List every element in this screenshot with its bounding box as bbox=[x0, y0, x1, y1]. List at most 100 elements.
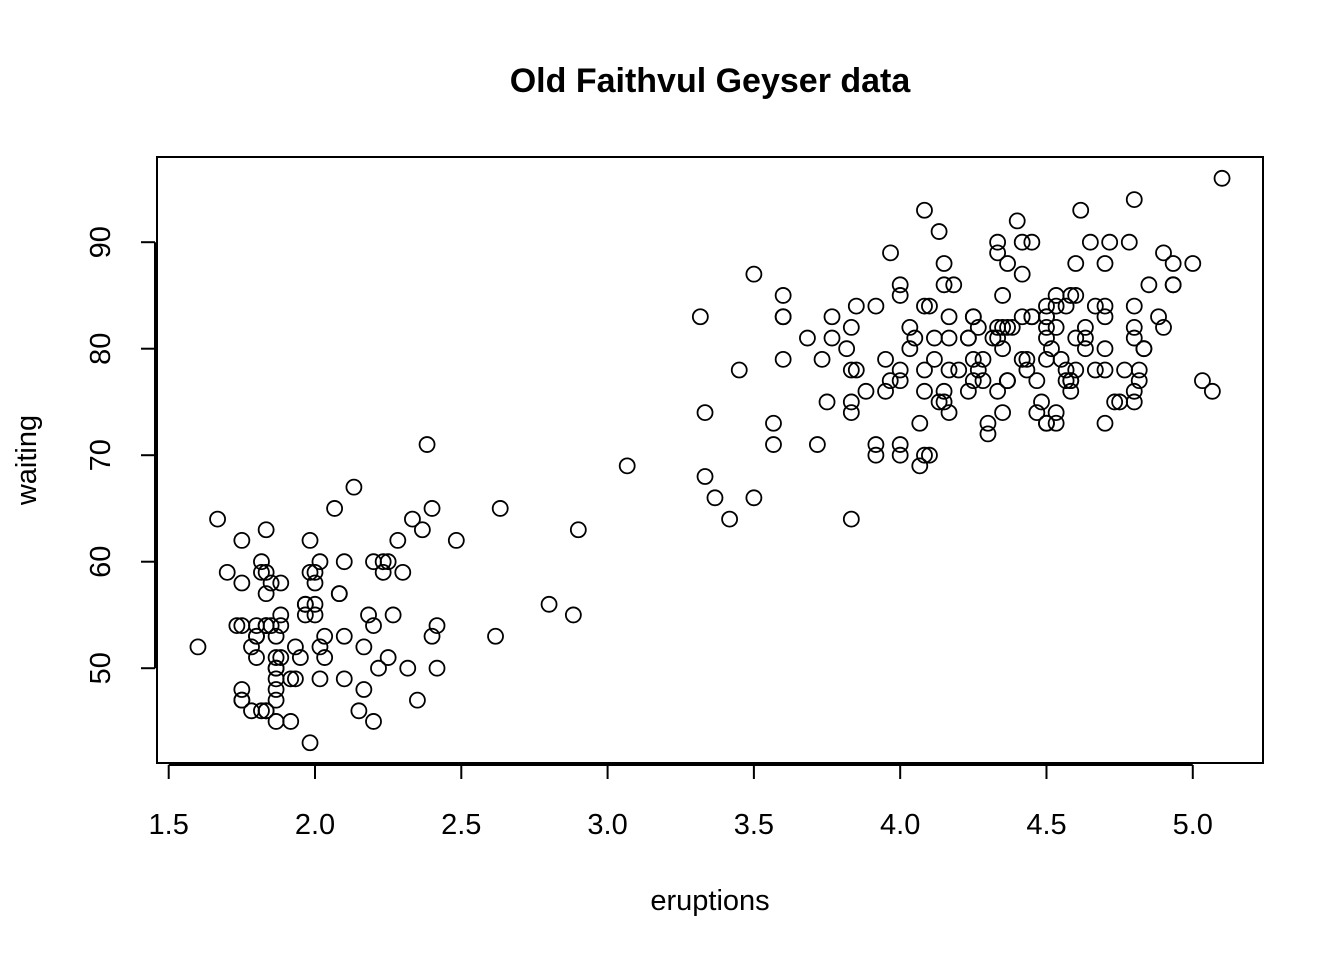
x-axis: 1.5 2.0 2.5 3.0 3.5 4.0 4.5 5.0 bbox=[149, 764, 1213, 841]
y-axis-label: waiting bbox=[11, 415, 43, 506]
data-point bbox=[228, 617, 246, 635]
data-point bbox=[940, 308, 958, 326]
data-point bbox=[842, 318, 860, 336]
data-point bbox=[257, 521, 275, 539]
data-point bbox=[1038, 414, 1055, 432]
data-point bbox=[989, 329, 1007, 347]
data-point bbox=[291, 649, 309, 666]
data-point bbox=[233, 617, 251, 635]
data-point bbox=[248, 627, 265, 645]
data-point bbox=[979, 425, 997, 443]
data-point bbox=[1047, 297, 1065, 315]
data-point bbox=[253, 563, 270, 581]
y-tick-label: 60 bbox=[85, 546, 117, 578]
data-point bbox=[209, 510, 226, 528]
data-point bbox=[867, 446, 885, 464]
data-point bbox=[306, 574, 324, 592]
data-point bbox=[428, 659, 446, 677]
data-point bbox=[691, 308, 709, 326]
data-point bbox=[1130, 372, 1148, 390]
data-point bbox=[926, 329, 943, 347]
data-point bbox=[696, 404, 714, 422]
data-point bbox=[1125, 191, 1143, 209]
data-point bbox=[882, 244, 899, 262]
data-point bbox=[959, 382, 977, 400]
data-point bbox=[877, 382, 894, 400]
data-point bbox=[823, 308, 841, 326]
data-point bbox=[891, 372, 909, 390]
data-point bbox=[1013, 350, 1031, 368]
data-point bbox=[969, 361, 987, 379]
data-point bbox=[1213, 169, 1231, 187]
data-point bbox=[272, 606, 290, 624]
data-point bbox=[1057, 361, 1075, 379]
data-point bbox=[1155, 318, 1172, 336]
data-point bbox=[847, 297, 865, 315]
data-point bbox=[491, 500, 509, 517]
data-point bbox=[243, 638, 260, 656]
data-point bbox=[1023, 308, 1041, 326]
y-tick-label: 50 bbox=[85, 652, 117, 684]
data-point bbox=[1116, 361, 1133, 379]
data-point bbox=[969, 318, 987, 336]
x-axis-label: eruptions bbox=[650, 885, 769, 917]
data-point bbox=[311, 670, 329, 688]
chart-title: Old Faithvul Geyser data bbox=[510, 62, 912, 100]
data-point bbox=[413, 521, 431, 539]
data-point bbox=[374, 563, 392, 581]
data-point bbox=[799, 329, 816, 347]
data-point bbox=[1140, 276, 1158, 294]
data-point bbox=[1047, 318, 1065, 336]
data-point bbox=[330, 585, 348, 603]
data-point bbox=[296, 595, 314, 613]
y-axis: 50 60 70 80 90 bbox=[85, 226, 156, 684]
data-point bbox=[1150, 308, 1167, 326]
data-point bbox=[1125, 318, 1143, 336]
data-point bbox=[1062, 287, 1080, 304]
data-point bbox=[765, 436, 782, 453]
data-point bbox=[1101, 233, 1119, 251]
data-point bbox=[974, 350, 992, 368]
data-point bbox=[253, 702, 270, 720]
data-point bbox=[808, 436, 826, 453]
data-point bbox=[945, 276, 963, 294]
data-point bbox=[1057, 372, 1075, 390]
data-point bbox=[1077, 329, 1094, 347]
data-point bbox=[409, 691, 426, 709]
data-point bbox=[745, 489, 763, 507]
x-tick-label: 3.0 bbox=[587, 809, 627, 841]
data-point bbox=[1038, 297, 1055, 315]
data-point bbox=[813, 350, 831, 368]
data-point bbox=[1047, 414, 1065, 432]
data-point bbox=[935, 276, 953, 294]
data-point bbox=[487, 627, 504, 645]
data-point bbox=[916, 446, 933, 464]
data-point bbox=[267, 681, 285, 698]
x-tick-label: 1.5 bbox=[149, 809, 189, 841]
data-point bbox=[384, 606, 402, 624]
data-point bbox=[301, 734, 319, 752]
data-point bbox=[1043, 340, 1060, 358]
data-point bbox=[989, 233, 1007, 251]
data-point bbox=[1003, 318, 1021, 336]
data-point bbox=[564, 606, 582, 624]
data-point bbox=[233, 532, 251, 549]
data-point bbox=[379, 553, 397, 571]
data-point bbox=[916, 382, 933, 400]
data-point bbox=[1125, 382, 1143, 400]
data-point bbox=[345, 478, 363, 496]
data-point bbox=[1013, 265, 1031, 283]
x-tick-label: 5.0 bbox=[1173, 809, 1213, 841]
data-point bbox=[355, 681, 373, 698]
data-point bbox=[1096, 414, 1114, 432]
data-point bbox=[233, 691, 251, 709]
data-point bbox=[233, 681, 251, 698]
data-point bbox=[1184, 255, 1202, 272]
x-tick-label: 3.5 bbox=[734, 809, 774, 841]
data-point bbox=[335, 553, 353, 571]
data-point bbox=[999, 318, 1016, 336]
data-point bbox=[891, 287, 909, 304]
data-point bbox=[1096, 361, 1114, 379]
data-point bbox=[1023, 233, 1041, 251]
data-point bbox=[959, 329, 977, 347]
